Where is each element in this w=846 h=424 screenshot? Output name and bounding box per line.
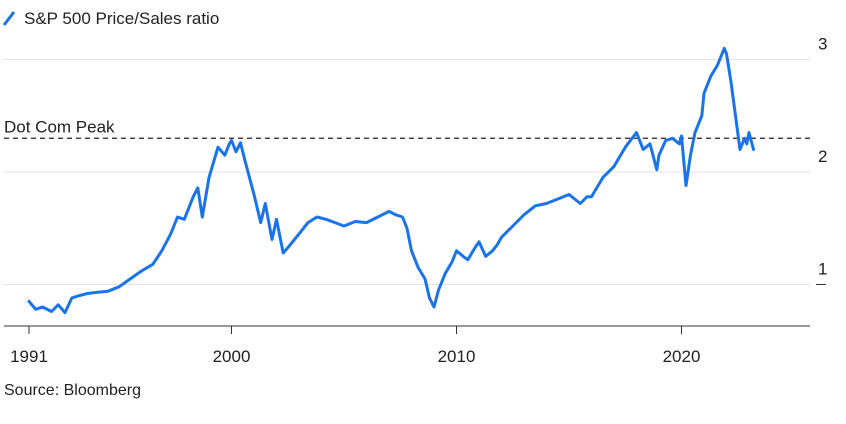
legend-swatch-icon <box>2 11 16 26</box>
series-line <box>27 46 755 315</box>
x-tick-label: 1991 <box>10 347 48 366</box>
x-tick-label: 2020 <box>663 347 701 366</box>
x-tick-label: 2010 <box>438 347 476 366</box>
source-note: Source: Bloomberg <box>4 382 141 399</box>
y-tick-label: 2 <box>818 147 827 166</box>
dot-com-peak-label: Dot Com Peak <box>4 117 115 136</box>
y-tick-label: 1 <box>818 260 827 279</box>
y-axis-labels: 1 2 3 <box>816 35 827 285</box>
x-axis: 1991 2000 2010 2020 <box>4 325 810 366</box>
legend-label: S&P 500 Price/Sales ratio <box>24 9 219 28</box>
x-tick-label: 2000 <box>213 347 251 366</box>
legend: S&P 500 Price/Sales ratio <box>2 9 219 28</box>
gridlines <box>4 59 810 285</box>
y-tick-label: 3 <box>818 35 827 54</box>
